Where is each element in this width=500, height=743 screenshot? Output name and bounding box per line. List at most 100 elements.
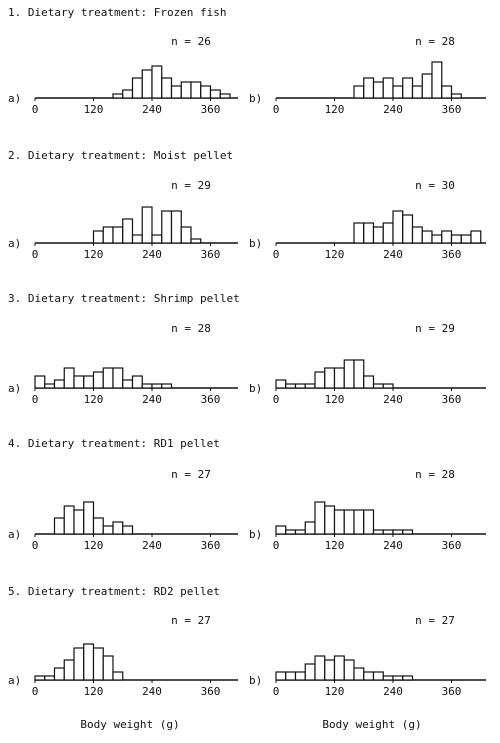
x-tick-label: 0: [273, 539, 280, 552]
histogram-bar: [34, 675, 46, 681]
treatment-heading-5: 5. Dietary treatment: RD2 pellet: [8, 585, 220, 598]
histogram-bar: [141, 69, 153, 99]
histogram-bar: [275, 379, 287, 389]
panel-label-5a: a): [8, 674, 21, 687]
x-tick-label: 240: [142, 685, 162, 698]
histogram-bar: [392, 675, 404, 681]
histogram-bar: [209, 89, 221, 99]
histogram-bar: [73, 509, 85, 535]
histogram-bar: [73, 647, 85, 681]
x-tick-label: 120: [325, 539, 345, 552]
histogram-bar: [112, 93, 124, 99]
histogram-bar: [324, 505, 336, 535]
histogram-bar: [304, 521, 316, 535]
histogram-bar: [363, 222, 375, 244]
sample-size-3b: n = 29: [415, 322, 455, 335]
histogram-bar: [73, 375, 85, 389]
x-tick-label: 120: [84, 103, 104, 116]
sample-size-3a: n = 28: [171, 322, 211, 335]
histogram-bar: [112, 367, 124, 389]
x-tick-label: 360: [201, 393, 221, 406]
histogram-bar: [170, 210, 182, 244]
panel-label-1b: b): [249, 92, 262, 105]
histogram-bar: [450, 234, 462, 244]
sample-size-1b: n = 28: [415, 35, 455, 48]
histogram-bar: [460, 234, 472, 244]
histogram-bar: [180, 226, 192, 244]
x-tick-label: 360: [201, 103, 221, 116]
histogram-bar: [44, 675, 56, 681]
histogram-bar: [112, 671, 124, 681]
histogram-bar: [83, 375, 95, 389]
histogram-bar: [353, 222, 365, 244]
histogram-bar: [372, 81, 384, 99]
histogram-bar: [275, 671, 287, 681]
histogram-bar: [402, 77, 414, 99]
histogram-bar: [151, 383, 163, 389]
histogram-bar: [285, 529, 297, 535]
histogram-bar: [83, 643, 95, 681]
histogram-bar: [161, 210, 173, 244]
histogram-bar: [392, 85, 404, 99]
histogram-bar: [161, 77, 173, 99]
histogram-bar: [470, 230, 482, 244]
histogram-bar: [102, 655, 114, 681]
histogram-bar: [131, 77, 143, 99]
sample-size-5b: n = 27: [415, 614, 455, 627]
sample-size-1a: n = 26: [171, 35, 211, 48]
histogram-bar: [431, 234, 443, 244]
x-tick-label: 0: [32, 539, 39, 552]
x-tick-label: 0: [273, 393, 280, 406]
histogram-bar: [392, 210, 404, 244]
histogram-bar: [122, 379, 134, 389]
x-tick-label: 240: [142, 393, 162, 406]
histogram-bar: [200, 85, 212, 99]
histogram-bar: [141, 383, 153, 389]
histogram-bar: [314, 371, 326, 389]
histogram-bar: [363, 671, 375, 681]
x-tick-label: 360: [442, 103, 462, 116]
histogram-bar: [324, 659, 336, 681]
histogram-bar: [285, 671, 297, 681]
x-tick-label: 360: [201, 248, 221, 261]
histogram-bar: [141, 206, 153, 244]
sample-size-5a: n = 27: [171, 614, 211, 627]
histogram-bar: [285, 383, 297, 389]
x-axis-title-right: Body weight (g): [322, 718, 421, 731]
panel-label-5b: b): [249, 674, 262, 687]
sample-size-4b: n = 28: [415, 468, 455, 481]
treatment-heading-3: 3. Dietary treatment: Shrimp pellet: [8, 292, 240, 305]
x-tick-label: 120: [325, 393, 345, 406]
x-tick-label: 120: [84, 248, 104, 261]
histogram-bar: [102, 226, 114, 244]
histogram-bar: [275, 525, 287, 535]
x-tick-label: 240: [383, 393, 403, 406]
x-tick-label: 0: [273, 103, 280, 116]
histogram-bar: [402, 675, 414, 681]
histogram-bar: [382, 675, 394, 681]
histogram-bar: [421, 73, 433, 99]
histogram-bar: [112, 521, 124, 535]
x-tick-label: 240: [383, 539, 403, 552]
histogram-bar: [402, 214, 414, 244]
x-tick-label: 120: [84, 539, 104, 552]
x-tick-label: 0: [273, 248, 280, 261]
sample-size-2b: n = 30: [415, 179, 455, 192]
histogram-bar: [343, 509, 355, 535]
histogram-bar: [353, 359, 365, 389]
histogram-bar: [353, 85, 365, 99]
x-tick-label: 360: [201, 539, 221, 552]
x-tick-label: 360: [201, 685, 221, 698]
histogram-bar: [53, 517, 65, 535]
histogram-bar: [372, 383, 384, 389]
histogram-bar: [441, 230, 453, 244]
histogram-bar: [294, 529, 306, 535]
x-tick-label: 0: [32, 248, 39, 261]
histogram-bar: [170, 85, 182, 99]
histogram-bar: [333, 509, 345, 535]
x-tick-label: 120: [325, 103, 345, 116]
histogram-bar: [392, 529, 404, 535]
histogram-bar: [382, 77, 394, 99]
histogram-bar: [63, 659, 75, 681]
panel-label-4b: b): [249, 528, 262, 541]
